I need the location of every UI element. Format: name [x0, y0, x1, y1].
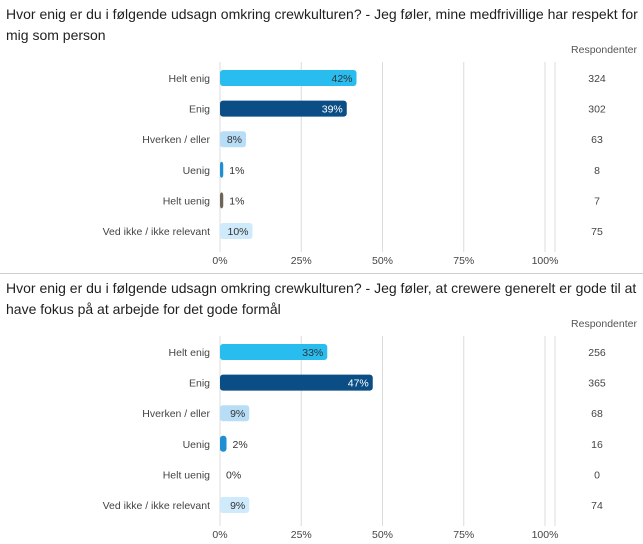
respondent-count: 75	[591, 226, 603, 238]
x-tick-label: 50%	[372, 255, 393, 267]
category-label: Helt enig	[169, 73, 211, 85]
data-label: 1%	[229, 195, 244, 207]
data-label: 47%	[348, 378, 369, 390]
category-label: Helt enig	[169, 347, 211, 359]
respondent-count: 0	[594, 469, 600, 481]
respondent-count: 7	[594, 195, 600, 207]
data-label: 8%	[227, 134, 242, 146]
data-label: 1%	[229, 165, 244, 177]
category-label: Uenig	[183, 165, 211, 177]
x-tick-label: 75%	[453, 529, 474, 541]
x-tick-label: 100%	[532, 529, 559, 541]
bar	[220, 405, 250, 422]
x-tick-label: 0%	[212, 529, 227, 541]
category-label: Hverken / eller	[142, 408, 210, 420]
data-label: 9%	[230, 408, 245, 420]
chart-panel-2: Hvor enig er du i følgende udsagn omkrin…	[0, 274, 643, 541]
panel-divider	[0, 273, 643, 274]
data-label: 2%	[233, 439, 248, 451]
respondent-count: 302	[588, 104, 606, 116]
data-label: 33%	[302, 347, 323, 359]
respondents-header: Respondenter	[571, 318, 637, 330]
x-tick-label: 25%	[291, 529, 312, 541]
bar	[220, 374, 373, 391]
bar	[220, 223, 253, 239]
category-label: Hverken / eller	[142, 134, 210, 146]
data-label: 10%	[227, 226, 248, 238]
category-label: Ved ikke / ikke relevant	[103, 500, 210, 512]
x-tick-label: 75%	[453, 255, 474, 267]
respondent-count: 256	[588, 347, 606, 359]
x-tick-label: 25%	[291, 255, 312, 267]
bar	[220, 161, 224, 178]
data-label: 42%	[331, 73, 352, 85]
data-label: 9%	[230, 500, 245, 512]
respondent-count: 63	[591, 134, 603, 146]
category-label: Enig	[189, 378, 210, 390]
category-label: Uenig	[183, 439, 211, 451]
bar-chart-1: 0% 25% 50% 75% 100% Helt enig 42% 324 Enig 39% 302…	[103, 62, 606, 267]
respondent-count: 365	[588, 378, 606, 390]
respondent-count: 324	[588, 73, 606, 85]
respondent-count: 74	[591, 500, 603, 512]
respondents-header: Respondenter	[571, 44, 637, 56]
category-label: Ved ikke / ikke relevant	[103, 226, 210, 238]
bar	[220, 344, 328, 360]
x-tick-label: 0%	[212, 255, 227, 267]
bar	[220, 497, 250, 513]
data-label: 39%	[322, 104, 343, 116]
bar	[220, 131, 246, 148]
bar	[220, 435, 227, 452]
respondent-count: 16	[591, 439, 603, 451]
chart-panel-1: Hvor enig er du i følgende udsagn omkrin…	[0, 0, 643, 270]
respondent-count: 8	[594, 165, 600, 177]
chart-title: Hvor enig er du i følgende udsagn omkrin…	[6, 6, 638, 43]
bar	[220, 70, 357, 86]
x-tick-label: 50%	[372, 529, 393, 541]
bar-chart-2: 0% 25% 50% 75% 100% Helt enig 33% 256 Enig 47% 365…	[103, 336, 606, 541]
respondent-count: 68	[591, 408, 603, 420]
bar	[220, 100, 347, 117]
chart-title: Hvor enig er du i følgende udsagn omkrin…	[6, 280, 637, 317]
category-label: Helt uenig	[163, 469, 210, 481]
category-label: Helt uenig	[163, 195, 210, 207]
data-label: 0%	[226, 469, 241, 481]
x-tick-label: 100%	[532, 255, 559, 267]
bar	[220, 192, 224, 209]
category-label: Enig	[189, 104, 210, 116]
